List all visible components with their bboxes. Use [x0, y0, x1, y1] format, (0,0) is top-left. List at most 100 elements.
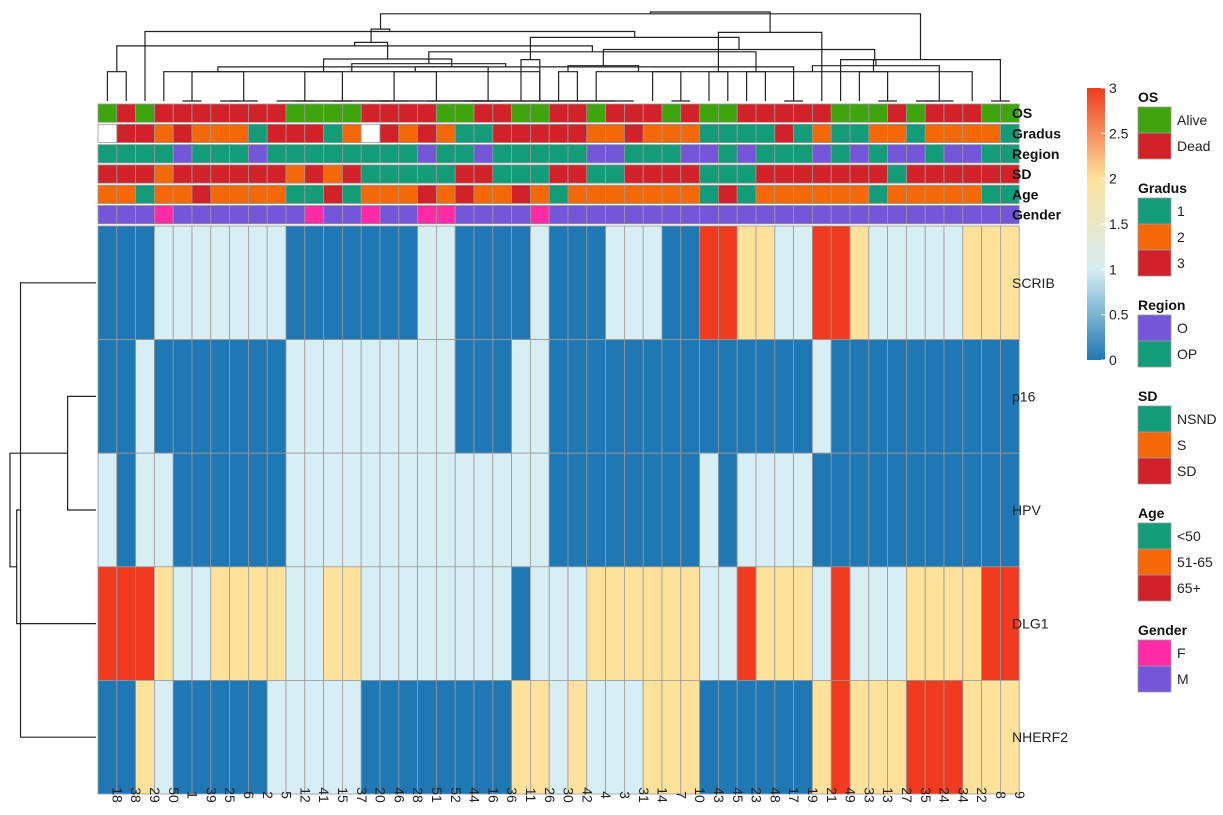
color-scale-legend: 3 2.5 2 1.5 1 0.5 0: [1087, 80, 1129, 368]
annotation-cell: [605, 164, 625, 184]
annotation-cell: [473, 144, 494, 164]
heatmap-cell: [943, 225, 964, 340]
annotation-cell: [699, 123, 719, 144]
annotation-cell: [341, 184, 362, 204]
heatmap-cell: [642, 566, 663, 681]
heatmap-cell: [981, 680, 1001, 795]
annotation-cell: [642, 184, 663, 204]
annotation-cell: [191, 123, 212, 144]
heatmap-cell: [830, 225, 851, 340]
heatmap-cell: [304, 339, 324, 454]
legend-title: OS: [1138, 89, 1158, 105]
heatmap-cell: [304, 452, 324, 568]
heatmap-cell: [417, 225, 437, 340]
annotation-cell: [191, 205, 212, 225]
heatmap-cell: [680, 680, 700, 795]
annotation-cell: [191, 103, 212, 123]
annotation-cell: [849, 123, 870, 144]
annotation-cell: [906, 144, 926, 164]
annotation-cell: [379, 123, 400, 144]
annotation-track-label: Gender: [1012, 207, 1062, 223]
annotation-cell: [849, 205, 870, 225]
annotation-cell: [172, 205, 193, 225]
legend-title: Gender: [1138, 622, 1188, 638]
annotation-cell: [153, 103, 174, 123]
annotation-cell: [210, 205, 231, 225]
heatmap-cell: [567, 225, 588, 340]
annotation-cell: [360, 123, 381, 144]
heatmap-cell: [229, 225, 249, 340]
annotation-cell: [247, 205, 268, 225]
annotation-cell: [266, 144, 287, 164]
heatmap-cell: [285, 225, 306, 340]
legend-label: Dead: [1177, 138, 1210, 154]
row-labels: SCRIB p16 HPV DLG1 NHERF2: [1012, 275, 1068, 745]
annotation-cell: [1000, 205, 1020, 225]
annotation-cell: [943, 205, 964, 225]
legend-label: SD: [1177, 463, 1196, 479]
heatmap-cell: [323, 452, 343, 568]
annotation-cell: [586, 123, 606, 144]
heatmap-cell: [548, 566, 569, 681]
annotation-cell: [981, 103, 1001, 123]
heatmap-cell: [718, 225, 738, 340]
annotation-cell: [172, 144, 193, 164]
column-label: 28: [410, 787, 426, 803]
heatmap-cell: [793, 566, 813, 681]
dendrogram-branch: [9, 452, 68, 568]
dendrogram-branch: [649, 11, 771, 33]
annotation-cell: [530, 184, 550, 204]
column-label: 34: [955, 787, 971, 803]
heatmap-cell: [868, 225, 888, 340]
annotation-cell: [266, 164, 287, 184]
annotation-cell: [398, 184, 418, 204]
heatmap-cell: [906, 339, 926, 454]
heatmap-cell: [341, 680, 362, 795]
color-scale-tick-label: 2.5: [1109, 125, 1129, 141]
annotation-cell: [624, 144, 644, 164]
heatmap-cell: [849, 339, 870, 454]
annotation-cell: [492, 205, 512, 225]
heatmap-cell: [887, 452, 907, 568]
annotation-cell: [868, 205, 888, 225]
dendrogram-branch: [558, 71, 578, 101]
annotation-cell: [304, 164, 324, 184]
column-labels: 18 38 29 50 1 39 25 6 2 5 12 41 15 37 20 46 28 51 52 44 16 36…: [109, 787, 1027, 803]
heatmap-cell: [924, 225, 945, 340]
heatmap-cell: [567, 680, 588, 795]
legend-title: Age: [1138, 505, 1165, 521]
annotation-cell: [774, 103, 794, 123]
heatmap-cell: [642, 680, 663, 795]
heatmap-cell: [642, 225, 663, 340]
annotation-cell: [398, 144, 418, 164]
heatmap-cell: [210, 680, 231, 795]
heatmap-cell: [530, 680, 550, 795]
annotation-cell: [793, 184, 813, 204]
annotation-cell: [661, 144, 682, 164]
annotation-track-label: OS: [1012, 105, 1032, 121]
annotation-cell: [605, 103, 625, 123]
legend-title: Gradus: [1138, 180, 1187, 196]
column-label: 26: [542, 787, 558, 803]
legend-swatch: [1137, 106, 1172, 134]
annotation-cell: [398, 123, 418, 144]
annotation-cell: [586, 184, 606, 204]
annotation-cell: [548, 103, 569, 123]
heatmap-cell: [887, 680, 907, 795]
heatmap-cell: [417, 680, 437, 795]
heatmap-cell: [210, 452, 231, 568]
heatmap-cell: [548, 339, 569, 454]
heatmap-cell: [868, 452, 888, 568]
heatmap-cell: [266, 680, 287, 795]
heatmap-cell: [379, 225, 400, 340]
annotation-cell: [323, 123, 343, 144]
heatmap-cell: [454, 680, 475, 795]
annotation-cell: [530, 164, 550, 184]
heatmap-cell: [266, 452, 287, 568]
annotation-cell: [887, 123, 907, 144]
annotation-cell: [210, 123, 231, 144]
heatmap-cell: [435, 566, 456, 681]
annotation-cell: [924, 123, 945, 144]
column-label: 29: [147, 787, 163, 803]
dendrogram-branch: [191, 71, 245, 101]
